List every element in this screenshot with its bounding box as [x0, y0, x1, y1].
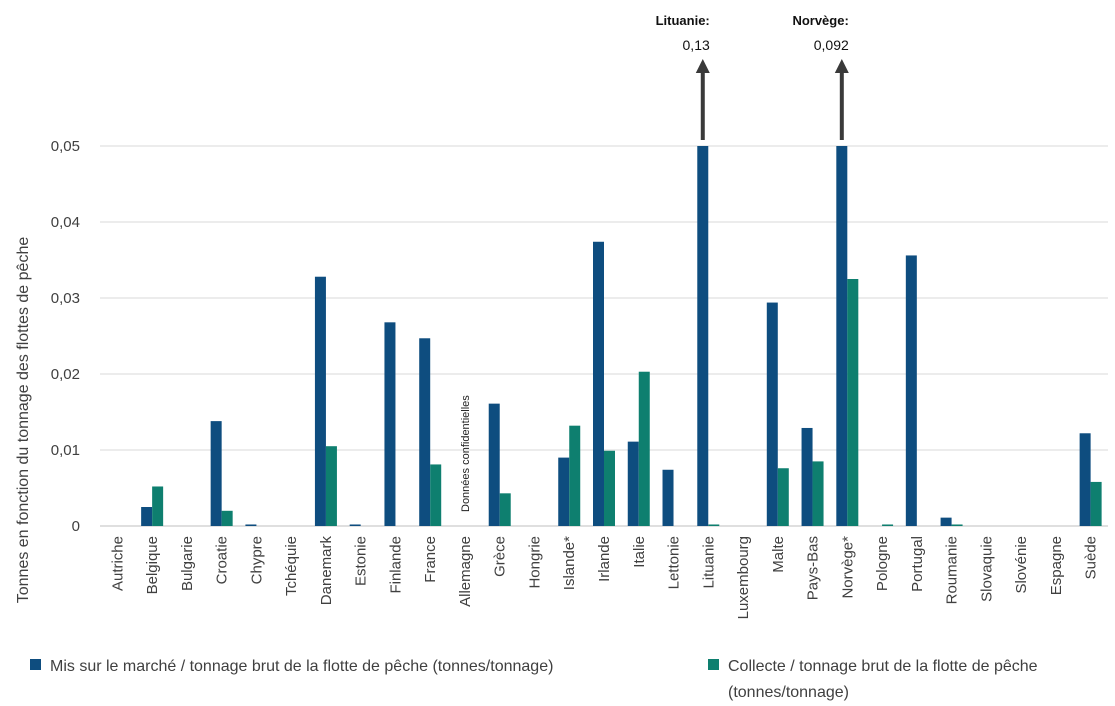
x-tick-label-tchequie: Tchéquie	[283, 536, 300, 596]
bar-islande-mis-sur-le-marche	[558, 457, 570, 526]
callout-arrowhead-lituanie	[695, 59, 710, 73]
bar-grece-collecte	[499, 493, 511, 526]
x-tick-label-slovaquie: Slovaquie	[978, 536, 995, 602]
x-tick-label-hongrie: Hongrie	[526, 536, 543, 589]
x-tick-label-islande: Islande*	[561, 536, 578, 590]
bar-irlande-mis-sur-le-marche	[593, 241, 604, 526]
x-tick-label-malte: Malte	[770, 536, 787, 573]
x-tick-label-bulgarie: Bulgarie	[179, 536, 196, 591]
bar-lituanie-mis-sur-le-marche	[697, 146, 709, 526]
x-tick-label-belgique: Belgique	[144, 536, 161, 594]
bar-suede-mis-sur-le-marche	[1079, 433, 1091, 526]
callout-value-lituanie: 0,13	[683, 37, 710, 53]
callout-label-norvege: Norvège:	[792, 13, 848, 28]
legend-swatch-collecte	[708, 659, 719, 670]
legend-label-collecte: Collecte / tonnage brut de la flotte de …	[728, 658, 1038, 701]
bar-portugal-mis-sur-le-marche	[905, 255, 917, 526]
x-tick-label-suede: Suède	[1083, 536, 1100, 579]
x-tick-label-estonie: Estonie	[353, 536, 370, 586]
bar-roumanie-collecte	[951, 524, 963, 526]
x-tick-label-allemagne: Allemagne	[457, 536, 474, 607]
bar-chart: 0 0,01 0,02 0,03 0,04 0,05 Autriche Belgique Bu…	[15, 13, 1108, 620]
y-tick-label: 0,05	[51, 138, 80, 155]
x-tick-label-pays-bas: Pays-Bas	[805, 536, 822, 600]
x-tick-label-espagne: Espagne	[1048, 536, 1065, 595]
bar-pays-bas-mis-sur-le-marche	[801, 427, 813, 526]
bar-croatie-collecte	[221, 510, 233, 526]
bar-finlande-mis-sur-le-marche	[384, 322, 396, 526]
x-tick-label-danemark: Danemark	[318, 536, 335, 606]
legend-item-mis-sur-le-marche: Mis sur le marché / tonnage brut de la f…	[30, 654, 690, 680]
bar-suede-collecte	[1090, 481, 1102, 526]
y-tick-label: 0,03	[51, 290, 80, 307]
bar-roumanie-mis-sur-le-marche	[940, 517, 952, 526]
x-tick-label-roumanie: Roumanie	[944, 536, 961, 604]
bar-grece-mis-sur-le-marche	[488, 403, 500, 526]
x-tick-label-chypre: Chypre	[248, 536, 265, 584]
bar-norvege-mis-sur-le-marche	[836, 146, 848, 526]
bar-france-mis-sur-le-marche	[419, 338, 431, 526]
bar-estonie-mis-sur-le-marche	[349, 524, 361, 526]
bar-belgique-collecte	[152, 486, 164, 526]
x-tick-label-norvege: Norvège*	[839, 536, 856, 599]
bar-belgique-mis-sur-le-marche	[141, 507, 153, 526]
bar-lituanie-collecte	[708, 524, 720, 526]
bar-lettonie-mis-sur-le-marche	[662, 469, 674, 526]
y-axis-ticks: 0 0,01 0,02 0,03 0,04 0,05	[51, 138, 80, 535]
annotations: Données confidentielles Lituanie: 0,13 Norv…	[460, 13, 849, 512]
bar-france-collecte	[430, 464, 442, 526]
x-tick-label-portugal: Portugal	[909, 536, 926, 592]
legend-label-mis-sur-le-marche: Mis sur le marché / tonnage brut de la f…	[50, 658, 554, 675]
bar-chypre-mis-sur-le-marche	[245, 524, 257, 526]
bar-malte-collecte	[777, 468, 789, 526]
x-tick-label-grece: Grèce	[492, 536, 509, 577]
y-tick-label: 0,01	[51, 442, 80, 459]
bar-italie-mis-sur-le-marche	[627, 441, 639, 526]
x-tick-label-croatie: Croatie	[214, 536, 231, 584]
callout-label-lituanie: Lituanie:	[656, 13, 710, 28]
bar-danemark-collecte	[325, 446, 337, 526]
x-tick-label-pologne: Pologne	[874, 536, 891, 591]
bar-pologne-collecte	[882, 524, 894, 526]
bar-italie-collecte	[638, 371, 650, 526]
callout-arrowhead-norvege	[834, 59, 849, 73]
bar-irlande-collecte	[604, 450, 615, 526]
x-tick-label-autriche: Autriche	[109, 536, 126, 591]
bar-islande-collecte	[569, 425, 581, 526]
x-tick-label-france: France	[422, 536, 439, 583]
bar-norvege-collecte	[847, 279, 859, 526]
x-axis-ticks: Autriche Belgique Bulgarie Croatie Chypre Tch…	[109, 536, 1099, 620]
x-tick-label-lituanie: Lituanie	[700, 536, 717, 589]
x-tick-label-luxembourg: Luxembourg	[735, 536, 752, 619]
legend-item-collecte: Collecte / tonnage brut de la flotte de …	[708, 654, 1108, 706]
x-tick-label-finlande: Finlande	[387, 536, 404, 594]
bar-danemark-mis-sur-le-marche	[314, 276, 326, 526]
x-tick-label-italie: Italie	[631, 536, 648, 568]
bar-croatie-mis-sur-le-marche	[210, 421, 222, 526]
bar-pays-bas-collecte	[812, 461, 824, 526]
y-axis-label: Tonnes en fonction du tonnage des flotte…	[15, 237, 32, 604]
x-tick-label-irlande: Irlande	[596, 536, 613, 582]
callout-value-norvege: 0,092	[814, 37, 849, 53]
legend-swatch-mis-sur-le-marche	[30, 659, 41, 670]
x-tick-label-lettonie: Lettonie	[666, 536, 683, 589]
confidential-data-note: Données confidentielles	[460, 395, 472, 512]
y-tick-label: 0,02	[51, 366, 80, 383]
legend: Mis sur le marché / tonnage brut de la f…	[30, 654, 1110, 706]
y-tick-label: 0	[72, 518, 80, 535]
y-tick-label: 0,04	[51, 214, 80, 231]
bars	[141, 146, 1102, 526]
x-tick-label-slovenie: Slovénie	[1013, 536, 1030, 594]
bar-malte-mis-sur-le-marche	[766, 302, 778, 526]
